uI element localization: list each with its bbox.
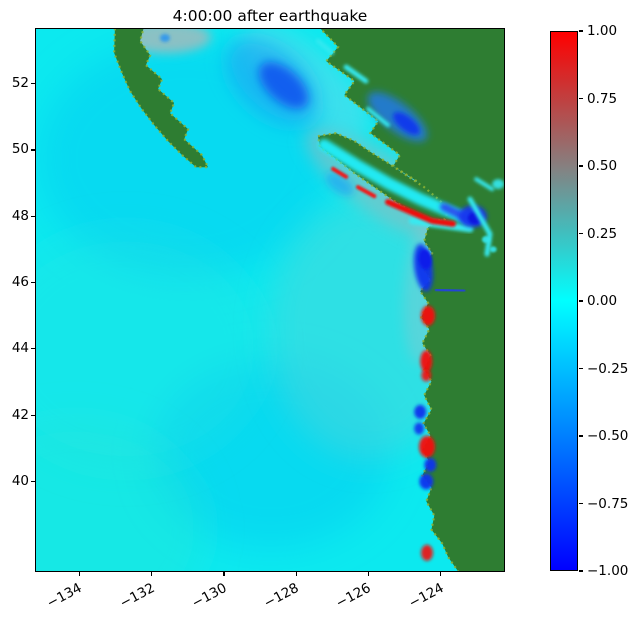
y-tick: [31, 149, 35, 151]
x-tick-label: −124: [405, 580, 447, 612]
colorbar-tick-label: −0.50: [587, 428, 629, 444]
land-mainland: [319, 29, 504, 571]
colorbar-tick-label: 1.00: [587, 23, 618, 39]
dixon-blue-dot: [160, 34, 170, 42]
wa-coast-blue-core: [418, 249, 432, 270]
colorbar-tick: [579, 435, 583, 437]
y-tick: [31, 348, 35, 350]
puget-channel: [467, 196, 493, 257]
y-tick-label: 48: [11, 207, 29, 224]
salish-inlet-dot-3: [489, 246, 497, 253]
plot-title: 4:00:00 after earthquake: [172, 7, 368, 25]
fraser-inlet: [474, 177, 495, 192]
or-coast-red-3: [421, 369, 432, 382]
y-tick: [31, 83, 35, 85]
columbia-river: [434, 288, 466, 293]
bc-inlet-2: [366, 106, 390, 128]
x-tick: [440, 572, 442, 576]
salish-inlet-dot-1: [492, 179, 504, 190]
colorbar-tick: [579, 300, 583, 302]
x-tick: [223, 572, 225, 576]
x-tick: [367, 572, 370, 576]
offshore-vi-blue: [326, 172, 354, 196]
or-coast-red-2: [420, 350, 433, 373]
heatmap-canvas: [36, 29, 504, 571]
colorbar-tick-label: −0.75: [587, 495, 629, 512]
ocean-tint-west-teal: [36, 228, 266, 469]
x-tick: [151, 572, 153, 576]
colorbar-tick-label: 0.75: [587, 90, 618, 107]
colorbar-tick: [579, 570, 583, 572]
colorbar-tick-label: 0.00: [587, 293, 618, 309]
colorbar-tick: [579, 165, 583, 167]
colorbar-tick-label: 0.50: [587, 158, 618, 174]
y-tick: [31, 281, 35, 284]
brookings-blue-1: [414, 404, 427, 419]
colorbar-tick-label: −1.00: [587, 563, 629, 579]
hecate-strait-core: [258, 62, 309, 109]
y-tick-label: 44: [11, 340, 29, 357]
vi-coast-red-1: [331, 166, 349, 179]
jdf-mouth-red: [385, 199, 456, 227]
bc-inlet-1: [343, 64, 369, 84]
ca-coast-blue-2: [419, 473, 434, 490]
colorbar-tick: [579, 30, 583, 32]
or-coast-red-1: [421, 305, 436, 326]
y-tick: [31, 414, 35, 416]
x-tick: [78, 572, 80, 576]
colorbar-tick: [579, 232, 583, 235]
map-axes: [36, 29, 504, 571]
ca-coast-red-south: [421, 544, 433, 561]
salish-inlet-dot-2: [481, 236, 490, 243]
y-tick-label: 50: [11, 141, 29, 158]
y-tick-label: 40: [11, 472, 29, 489]
land-haida-gwaii: [112, 29, 210, 169]
x-tick-label: −134: [44, 580, 85, 612]
bc-inlet-3: [315, 38, 334, 55]
ca-coast-blue-1: [424, 457, 437, 472]
y-tick-label: 42: [11, 406, 29, 423]
x-tick-label: −132: [116, 580, 158, 612]
x-tick: [295, 572, 297, 576]
colorbar-tick: [579, 367, 583, 370]
x-tick-label: −128: [261, 580, 302, 612]
y-tick-label: 46: [11, 274, 29, 291]
colorbar-tick-label: −0.25: [587, 360, 629, 377]
y-tick-label: 52: [11, 75, 29, 92]
brookings-blue-2: [414, 422, 425, 435]
x-tick-label: −126: [333, 580, 374, 612]
y-tick: [31, 215, 35, 217]
colorbar: [550, 31, 578, 571]
crescent-city-red: [419, 435, 435, 458]
colorbar-tick-label: 0.25: [587, 225, 618, 242]
x-tick-label: −130: [189, 580, 230, 612]
vi-coast-red-2: [356, 185, 377, 199]
colorbar-tick: [579, 502, 583, 505]
y-tick: [31, 480, 35, 483]
colorbar-tick: [579, 97, 583, 100]
queen-charlotte-strait-core: [393, 112, 420, 135]
